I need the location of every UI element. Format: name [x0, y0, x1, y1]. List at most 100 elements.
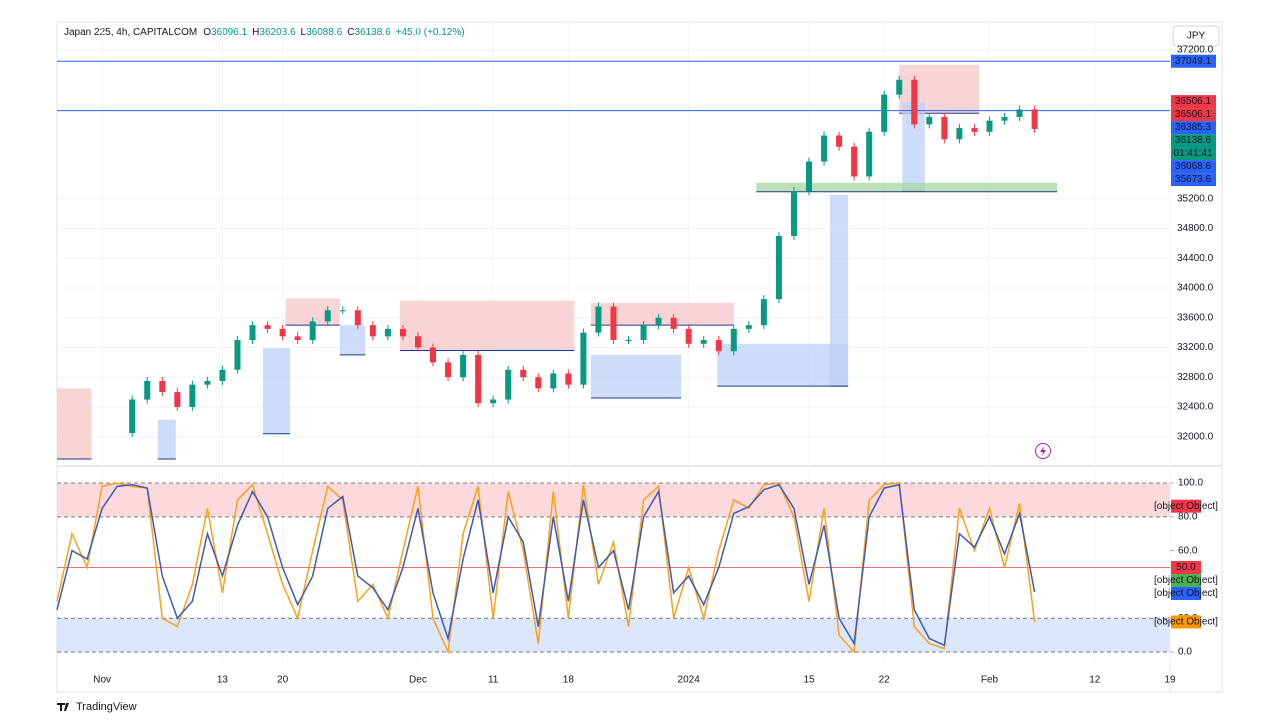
- logo-mark: [57, 703, 69, 711]
- price-label-box: [1171, 121, 1216, 135]
- x-tick-label: Feb: [981, 675, 999, 686]
- candle: [971, 128, 978, 132]
- candle: [249, 325, 256, 341]
- candle: [610, 306, 617, 341]
- ohlc-label: O: [203, 27, 211, 38]
- value-label: [object Object]: [1154, 617, 1218, 628]
- candle: [911, 79, 918, 125]
- candle: [790, 191, 797, 236]
- x-tick-label: 18: [563, 675, 575, 686]
- zone: [830, 195, 849, 387]
- candle: [490, 399, 497, 404]
- candle: [775, 235, 782, 300]
- candle: [896, 79, 903, 95]
- value-label: [object Object]: [1154, 575, 1218, 586]
- candle: [926, 116, 933, 125]
- ohlc-value: 36096.1: [211, 27, 248, 38]
- candle: [309, 321, 316, 341]
- candle: [505, 369, 512, 400]
- candle: [670, 317, 677, 329]
- candle: [129, 399, 136, 433]
- ohlc-value: 36088.6: [306, 27, 343, 38]
- price-label: 36385.3: [1175, 122, 1212, 133]
- candle: [866, 131, 873, 177]
- candle: [460, 354, 467, 378]
- symbol: Japan 225, 4h, CAPITALCOM: [64, 27, 198, 38]
- zone: [339, 325, 366, 355]
- candle: [414, 336, 421, 348]
- candle: [234, 340, 241, 370]
- x-tick-label: 20: [277, 675, 289, 686]
- legend-header: Japan 225, 4h, CAPITALCOM O36096.1 H36203.…: [64, 27, 470, 38]
- y-tick-label: 32800.0: [1177, 372, 1214, 383]
- value-label-box: [1171, 587, 1201, 601]
- y-tick-label: 34400.0: [1177, 253, 1214, 264]
- zone: [57, 388, 92, 460]
- candle: [806, 161, 812, 192]
- x-tick-label: 19: [1164, 675, 1176, 686]
- candle: [640, 325, 647, 341]
- candle: [445, 362, 452, 378]
- candle: [1031, 109, 1038, 129]
- value-label: [object Object]: [1154, 501, 1218, 512]
- candle: [595, 306, 602, 333]
- ohlc-label: L: [300, 27, 307, 38]
- candle: [836, 135, 843, 147]
- zone: [399, 300, 575, 351]
- x-tick-label: 22: [879, 675, 891, 686]
- zone: [590, 354, 682, 399]
- candle: [430, 347, 436, 363]
- candle: [730, 328, 737, 352]
- candle: [189, 384, 196, 407]
- brand: TradingView: [76, 701, 137, 713]
- candle: [144, 380, 151, 400]
- y-tick-label: 33600.0: [1177, 312, 1214, 323]
- oscillator-line: [56, 483, 1036, 647]
- price-label-box: [1171, 134, 1216, 161]
- candle: [851, 146, 858, 177]
- price-label: 35673.6: [1175, 174, 1212, 185]
- value-label: 50.0: [1176, 562, 1196, 573]
- price-label: 36506.1: [1175, 109, 1212, 120]
- candle: [715, 340, 722, 352]
- countdown: 01:41:41: [1174, 148, 1213, 159]
- candle: [174, 392, 181, 407]
- price-label-box: [1171, 54, 1216, 68]
- candle: [986, 120, 993, 132]
- y-tick-label: 37200.0: [1177, 45, 1214, 56]
- candle: [1016, 109, 1023, 117]
- candle: [399, 328, 406, 337]
- x-tick-label: 12: [1089, 675, 1101, 686]
- candle: [324, 310, 331, 322]
- candle: [685, 328, 692, 344]
- y-tick-label: 35200.0: [1177, 193, 1214, 204]
- price-label: 36068.6: [1175, 161, 1212, 172]
- candle: [760, 299, 767, 326]
- candle: [219, 369, 226, 381]
- x-tick-label: 2024: [678, 675, 701, 686]
- y-tick-label: 0.0: [1178, 647, 1192, 658]
- zone: [717, 343, 849, 387]
- zone: [157, 419, 176, 460]
- ohlc-value: 36203.6: [259, 27, 296, 38]
- ohlc-label: H: [252, 27, 260, 38]
- zone: [590, 302, 734, 326]
- candle: [580, 332, 587, 385]
- candle: [956, 128, 963, 140]
- candle: [384, 328, 391, 337]
- price-label-box: [1171, 173, 1216, 187]
- candle: [565, 373, 572, 385]
- value-label-box: [1171, 574, 1201, 588]
- ohlc-value: 36138.6: [354, 27, 391, 38]
- candle: [745, 325, 752, 329]
- currency: JPY: [1187, 31, 1206, 42]
- candle: [700, 340, 707, 344]
- x-tick-label: 11: [488, 675, 499, 686]
- candle: [881, 94, 888, 132]
- y-tick-label: 32400.0: [1177, 402, 1214, 413]
- y-tick-label: 34000.0: [1177, 283, 1214, 294]
- price-label-box: [1171, 108, 1216, 122]
- events-icon-bolt: [1040, 446, 1046, 456]
- currency-button[interactable]: [1172, 25, 1220, 47]
